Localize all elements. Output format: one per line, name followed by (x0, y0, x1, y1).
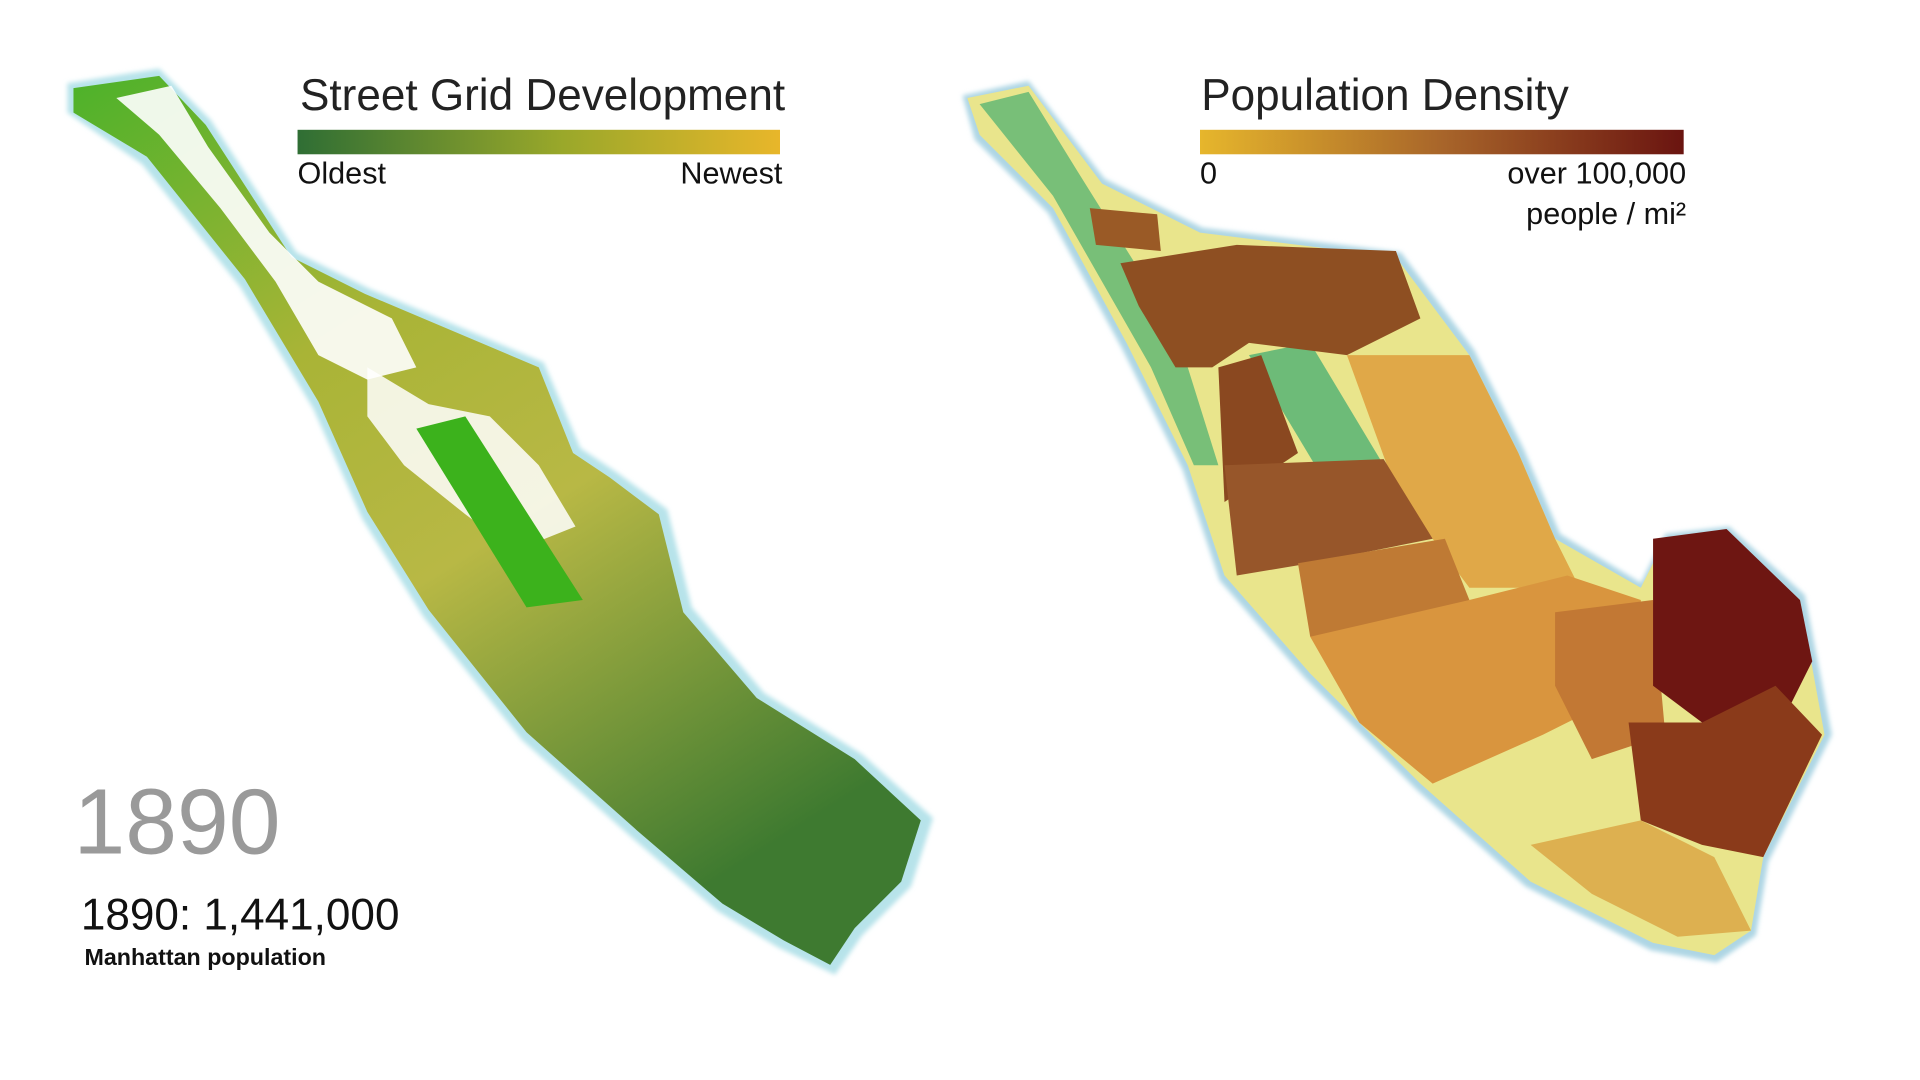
density-block (1224, 459, 1433, 576)
density-block (1628, 685, 1823, 858)
central-park (416, 416, 583, 608)
density-block (1120, 244, 1421, 368)
map-title: Population Density (1201, 71, 1569, 120)
undeveloped (116, 85, 417, 380)
legend-bar (297, 129, 780, 155)
density-block (1653, 528, 1813, 735)
park (979, 91, 1219, 466)
density-block (1346, 355, 1580, 588)
legend-min: Oldest (298, 157, 387, 191)
legend-max: Newest (680, 157, 783, 191)
legend-bar (1200, 129, 1684, 155)
year: 1890 (73, 769, 280, 873)
density-block (1555, 600, 1666, 760)
population-label: Manhattan population (84, 944, 326, 970)
legend-max: over 100,000 (1507, 157, 1686, 191)
density-block (1530, 820, 1752, 937)
legend-min: 0 (1200, 157, 1217, 191)
street-grid-map (67, 68, 934, 975)
map-title: Street Grid Development (300, 71, 785, 120)
legend-unit: people / mi² (1526, 197, 1686, 231)
population-density-map (962, 80, 1832, 963)
population: 1890: 1,441,000 (81, 890, 400, 939)
central-park (1248, 342, 1384, 478)
density-block (1089, 208, 1161, 252)
